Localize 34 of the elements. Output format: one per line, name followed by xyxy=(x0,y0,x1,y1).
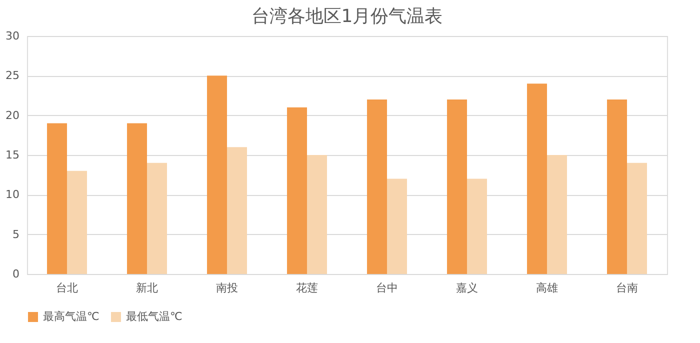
bar xyxy=(307,155,327,274)
y-tick-label: 0 xyxy=(12,268,20,280)
bar xyxy=(47,123,67,274)
bar xyxy=(147,162,167,274)
bar xyxy=(527,84,547,274)
bar xyxy=(67,170,87,274)
x-tick-label: 台北 xyxy=(56,282,78,294)
bar xyxy=(607,99,627,274)
bar xyxy=(287,107,307,274)
y-tick-label: 25 xyxy=(6,69,20,82)
y-tick-label: 20 xyxy=(6,108,20,122)
x-tick-label: 台中 xyxy=(376,282,398,294)
x-tick-label: 新北 xyxy=(136,282,158,294)
legend-label: 最低气温℃ xyxy=(126,310,182,323)
bar xyxy=(447,99,467,274)
y-tick-label: 15 xyxy=(6,148,20,162)
bar xyxy=(387,178,407,274)
legend-label: 最高气温℃ xyxy=(43,310,100,323)
bar xyxy=(207,76,227,274)
y-tick-label: 30 xyxy=(6,30,20,42)
bar xyxy=(467,178,487,274)
y-tick-label: 5 xyxy=(12,228,20,241)
bar xyxy=(547,155,567,274)
chart-title: 台湾各地区1月份气温表 xyxy=(251,6,443,27)
x-tick-label: 南投 xyxy=(216,282,238,294)
x-tick-label: 嘉义 xyxy=(456,282,478,294)
x-tick-label: 台南 xyxy=(616,282,638,294)
x-tick-label: 花莲 xyxy=(296,282,318,294)
y-tick-label: 10 xyxy=(6,188,20,202)
bar xyxy=(367,99,387,274)
bar xyxy=(627,162,647,274)
x-tick-label: 高雄 xyxy=(536,282,558,294)
bar xyxy=(127,123,147,274)
bar xyxy=(227,147,247,274)
